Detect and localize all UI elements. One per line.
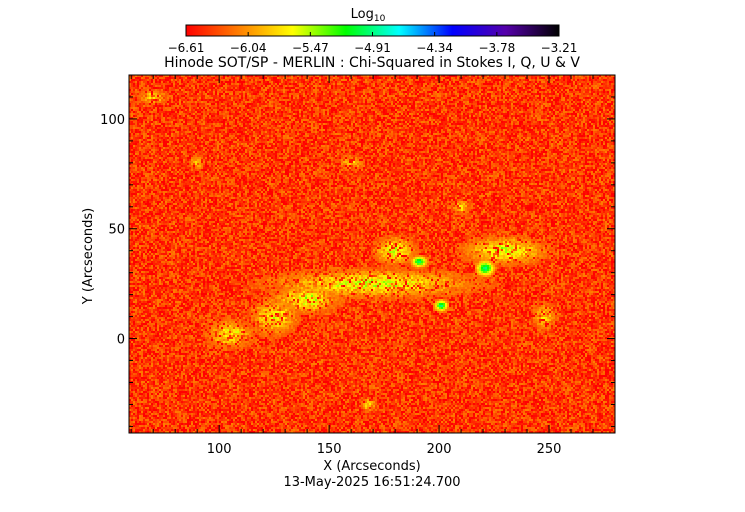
x-tick-label: 150 bbox=[317, 442, 342, 457]
x-tick-label: 200 bbox=[427, 442, 452, 457]
y-tick-label: 50 bbox=[108, 223, 125, 238]
chart-title: Hinode SOT/SP - MERLIN : Chi-Squared in … bbox=[164, 55, 580, 71]
colorbar-tick-label: −5.47 bbox=[292, 41, 329, 55]
colorbar-ticks: −6.61 −6.04 −5.47 −4.91 −4.34 −3.78 −3.21 bbox=[168, 32, 578, 55]
colorbar-tick-label: −3.21 bbox=[541, 41, 578, 55]
x-tick-label: 250 bbox=[537, 442, 562, 457]
colorbar-title-main: Log bbox=[351, 7, 374, 22]
colorbar-tick-label: −4.91 bbox=[354, 41, 391, 55]
colorbar: Log10 −6.61 −6.04 −5.47 −4.91 −4.34 −3.78 −3.2… bbox=[168, 7, 578, 55]
colorbar-tick-label: −4.34 bbox=[416, 41, 453, 55]
colorbar-tick-label: −6.04 bbox=[230, 41, 267, 55]
y-tick-label: 100 bbox=[100, 113, 125, 128]
timestamp: 13-May-2025 16:51:24.700 bbox=[283, 475, 460, 490]
y-tick-label: 0 bbox=[117, 333, 125, 348]
x-tick-label: 100 bbox=[207, 442, 232, 457]
heatmap-raster bbox=[129, 75, 615, 433]
colorbar-tick-label: −3.78 bbox=[478, 41, 515, 55]
colorbar-tick-label: −6.61 bbox=[168, 41, 205, 55]
heatmap-image bbox=[129, 75, 615, 433]
colorbar-title: Log10 bbox=[351, 7, 386, 24]
y-axis-label: Y (Arcseconds) bbox=[81, 208, 96, 305]
colorbar-title-subscript: 10 bbox=[374, 14, 386, 24]
plot-frame bbox=[128, 74, 616, 434]
x-axis-label: X (Arcseconds) bbox=[323, 459, 420, 474]
axis-ticks: 100 150 200 250 0 50 100 bbox=[100, 74, 616, 457]
